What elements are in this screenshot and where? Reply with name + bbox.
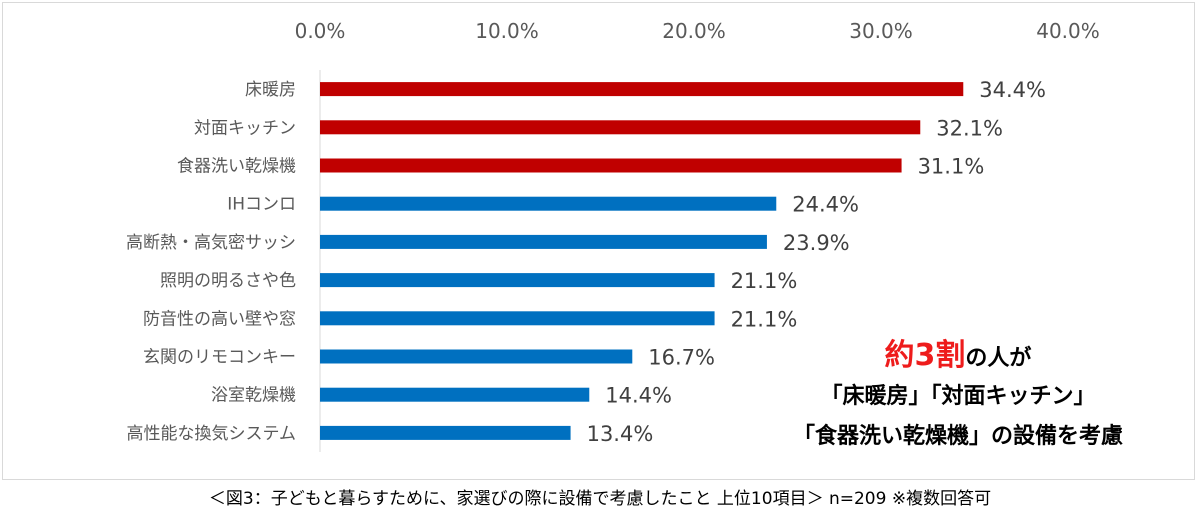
- data-label: 13.4%: [587, 422, 654, 446]
- data-label: 16.7%: [648, 346, 715, 370]
- data-labels: 34.4% 32.1% 31.1% 24.4% 23.9% 21.1% 21.1% 16.7%…: [587, 78, 1046, 446]
- data-label: 31.1%: [918, 155, 985, 179]
- bar-chart: 0.0% 10.0% 20.0% 30.0% 40.0% 床暖房対面キッチン食器洗い乾燥…: [126, 19, 1100, 452]
- data-label: 21.1%: [731, 269, 798, 293]
- x-tick-label: 10.0%: [475, 19, 539, 43]
- bar: [320, 311, 715, 326]
- bar: [320, 82, 964, 97]
- bar: [320, 196, 777, 211]
- x-axis-ticks: 0.0% 10.0% 20.0% 30.0% 40.0%: [295, 19, 1100, 43]
- data-label: 21.1%: [731, 307, 798, 331]
- bar: [320, 273, 715, 288]
- category-label: 高性能な換気システム: [127, 424, 297, 444]
- bar: [320, 120, 921, 135]
- figure-caption: ＜図3：子どもと暮らすために、家選びの際に設備で考慮したこと 上位10項目＞ n…: [208, 489, 992, 509]
- category-label: 対面キッチン: [194, 118, 296, 138]
- data-label: 24.4%: [792, 193, 859, 217]
- category-label: 玄関のリモコンキー: [143, 348, 296, 368]
- callout-line1-rest: の人が: [965, 346, 1032, 371]
- x-tick-label: 0.0%: [295, 19, 346, 43]
- callout-line3: 「食器洗い乾燥機」の設備を考慮: [792, 424, 1123, 449]
- data-label: 34.4%: [979, 78, 1046, 102]
- category-label: 床暖房: [245, 80, 296, 100]
- category-label: IHコンロ: [227, 195, 296, 215]
- x-tick-label: 20.0%: [662, 19, 726, 43]
- bar: [320, 349, 633, 364]
- bars: [320, 82, 964, 440]
- bar: [320, 234, 767, 249]
- callout: 約3割の人が 「床暖房」「対面キッチン」 「食器洗い乾燥機」の設備を考慮: [738, 338, 1178, 457]
- data-label: 14.4%: [605, 384, 672, 408]
- category-label: 照明の明るさや色: [160, 271, 296, 291]
- bar: [320, 387, 590, 402]
- category-label: 浴室乾燥機: [211, 386, 296, 406]
- x-tick-label: 30.0%: [849, 19, 913, 43]
- x-tick-label: 40.0%: [1036, 19, 1100, 43]
- category-label: 高断熱・高気密サッシ: [126, 233, 296, 253]
- category-label: 防音性の高い壁や窓: [143, 309, 296, 329]
- data-label: 32.1%: [936, 116, 1003, 140]
- bar: [320, 425, 571, 440]
- data-label: 23.9%: [783, 231, 850, 255]
- category-label: 食器洗い乾燥機: [177, 157, 296, 177]
- bar: [320, 158, 902, 173]
- callout-line1: 約3割の人が: [738, 338, 1178, 377]
- callout-emphasis: 約3割: [884, 338, 966, 373]
- callout-line2: 「床暖房」「対面キッチン」: [820, 384, 1096, 409]
